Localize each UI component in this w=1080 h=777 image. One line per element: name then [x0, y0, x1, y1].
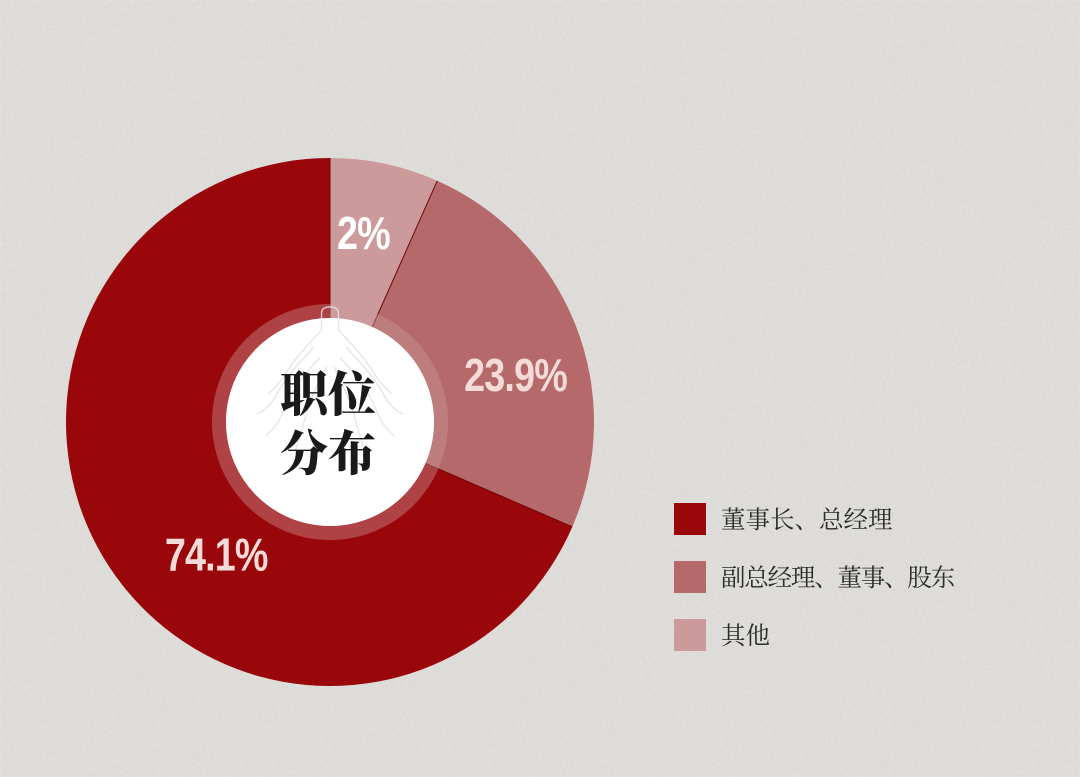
svg-text:董事长、总经理: 董事长、总经理 — [721, 501, 893, 536]
svg-text:74.1%: 74.1% — [165, 529, 268, 580]
svg-text:分布: 分布 — [280, 415, 376, 484]
svg-text:副总经理、董事、股东: 副总经理、董事、股东 — [721, 559, 956, 594]
svg-text:2%: 2% — [337, 207, 390, 258]
svg-text:23.9%: 23.9% — [464, 349, 567, 400]
svg-text:其他: 其他 — [721, 617, 770, 652]
